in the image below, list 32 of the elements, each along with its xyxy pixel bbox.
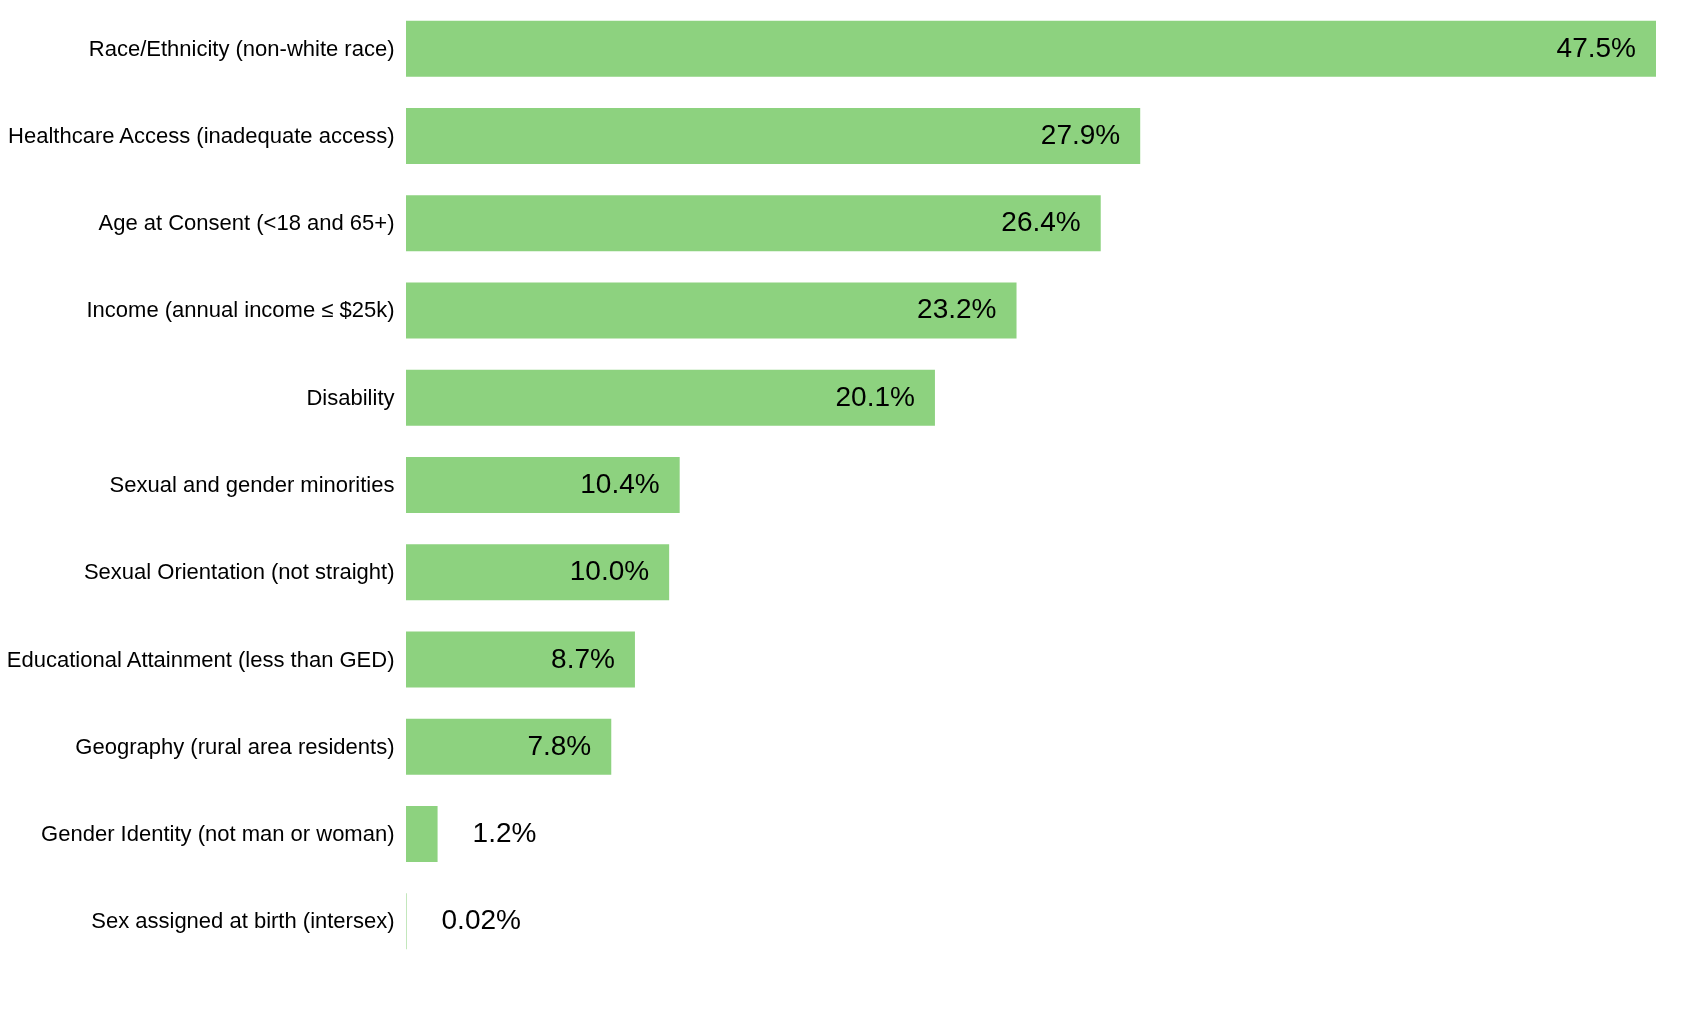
- data-label: 0.02%: [441, 904, 521, 936]
- data-label: 47.5%: [1556, 31, 1636, 63]
- y-tick-label: Gender Identity (not man or woman): [41, 821, 395, 847]
- y-tick-label: Sexual and gender minorities: [109, 472, 395, 497]
- data-label: 8.7%: [551, 642, 615, 674]
- data-label: 10.4%: [580, 468, 660, 499]
- y-tick-label: Sex assigned at birth (intersex): [91, 908, 395, 934]
- data-label: 23.2%: [917, 293, 997, 325]
- y-tick-label: Geography (rural area residents): [75, 733, 395, 759]
- bar: [406, 718, 612, 775]
- bar: [406, 282, 1017, 339]
- data-label: 10.0%: [569, 555, 650, 587]
- data-label: 26.4%: [1001, 206, 1081, 238]
- y-tick-label: Income (annual income ≤ $25k): [86, 297, 395, 323]
- bar: [406, 20, 1656, 77]
- bar: [406, 369, 935, 426]
- bar: [406, 544, 670, 601]
- bar: [406, 457, 680, 513]
- bar: [406, 631, 635, 688]
- y-tick-label: Disability: [306, 384, 395, 410]
- y-tick-label: Age at Consent (<18 and 65+): [98, 210, 395, 236]
- data-label: 7.8%: [527, 729, 592, 761]
- data-label: 27.9%: [1040, 118, 1121, 150]
- bar: [406, 107, 1141, 164]
- y-tick-label: Race/Ethnicity (non-white race): [88, 35, 395, 61]
- bar: [406, 806, 438, 863]
- y-tick-label: Educational Attainment (less than GED): [6, 646, 395, 672]
- bar: [406, 195, 1101, 252]
- data-label: 1.2%: [472, 817, 537, 849]
- y-tick-label: Sexual Orientation (not straight): [83, 559, 395, 585]
- data-label: 20.1%: [835, 380, 915, 412]
- y-tick-label: Healthcare Access (inadequate access): [8, 122, 395, 148]
